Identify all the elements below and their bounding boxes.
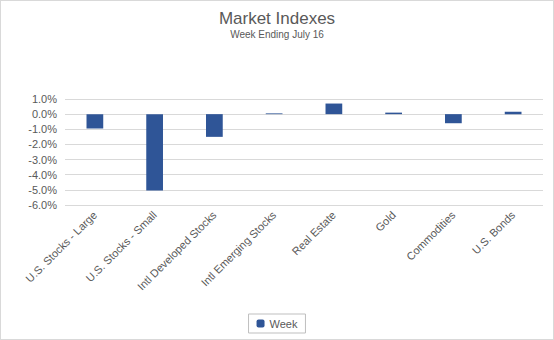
- svg-text:-1.0%: -1.0%: [28, 123, 57, 135]
- svg-text:-6.0%: -6.0%: [28, 199, 57, 211]
- svg-text:Real Estate: Real Estate: [289, 209, 338, 258]
- svg-text:-3.0%: -3.0%: [28, 154, 57, 166]
- svg-text:Commodities: Commodities: [404, 208, 458, 262]
- svg-text:Intl Developed Stocks: Intl Developed Stocks: [135, 208, 219, 293]
- svg-text:Week Ending July 16: Week Ending July 16: [230, 29, 324, 40]
- svg-text:U.S. Stocks - Small: U.S. Stocks - Small: [83, 208, 159, 285]
- svg-text:U.S. Stocks - Large: U.S. Stocks - Large: [23, 208, 100, 285]
- svg-text:-5.0%: -5.0%: [28, 184, 57, 196]
- svg-text:-2.0%: -2.0%: [28, 138, 57, 150]
- svg-text:Intl Emerging Stocks: Intl Emerging Stocks: [199, 208, 279, 288]
- svg-text:-4.0%: -4.0%: [28, 169, 57, 181]
- svg-text:Gold: Gold: [373, 209, 398, 234]
- svg-text:1.0%: 1.0%: [32, 93, 57, 105]
- svg-text:U.S. Bonds: U.S. Bonds: [470, 208, 518, 256]
- svg-text:Week: Week: [270, 318, 298, 330]
- svg-text:Market Indexes: Market Indexes: [219, 9, 335, 28]
- svg-text:0.0%: 0.0%: [32, 108, 57, 120]
